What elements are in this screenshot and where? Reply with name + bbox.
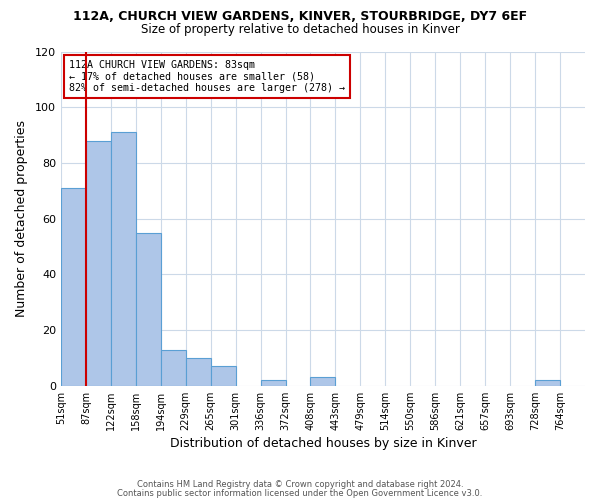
X-axis label: Distribution of detached houses by size in Kinver: Distribution of detached houses by size …	[170, 437, 476, 450]
Bar	[111, 132, 136, 386]
Y-axis label: Number of detached properties: Number of detached properties	[15, 120, 28, 317]
Bar	[535, 380, 560, 386]
Bar	[86, 140, 111, 386]
Text: 112A, CHURCH VIEW GARDENS, KINVER, STOURBRIDGE, DY7 6EF: 112A, CHURCH VIEW GARDENS, KINVER, STOUR…	[73, 10, 527, 23]
Bar	[260, 380, 286, 386]
Bar	[211, 366, 236, 386]
Text: Contains HM Land Registry data © Crown copyright and database right 2024.: Contains HM Land Registry data © Crown c…	[137, 480, 463, 489]
Bar	[61, 188, 86, 386]
Text: Size of property relative to detached houses in Kinver: Size of property relative to detached ho…	[140, 22, 460, 36]
Text: Contains public sector information licensed under the Open Government Licence v3: Contains public sector information licen…	[118, 488, 482, 498]
Bar	[161, 350, 186, 386]
Bar	[136, 232, 161, 386]
Bar	[186, 358, 211, 386]
Text: 112A CHURCH VIEW GARDENS: 83sqm
← 17% of detached houses are smaller (58)
82% of: 112A CHURCH VIEW GARDENS: 83sqm ← 17% of…	[69, 60, 345, 93]
Bar	[310, 378, 335, 386]
